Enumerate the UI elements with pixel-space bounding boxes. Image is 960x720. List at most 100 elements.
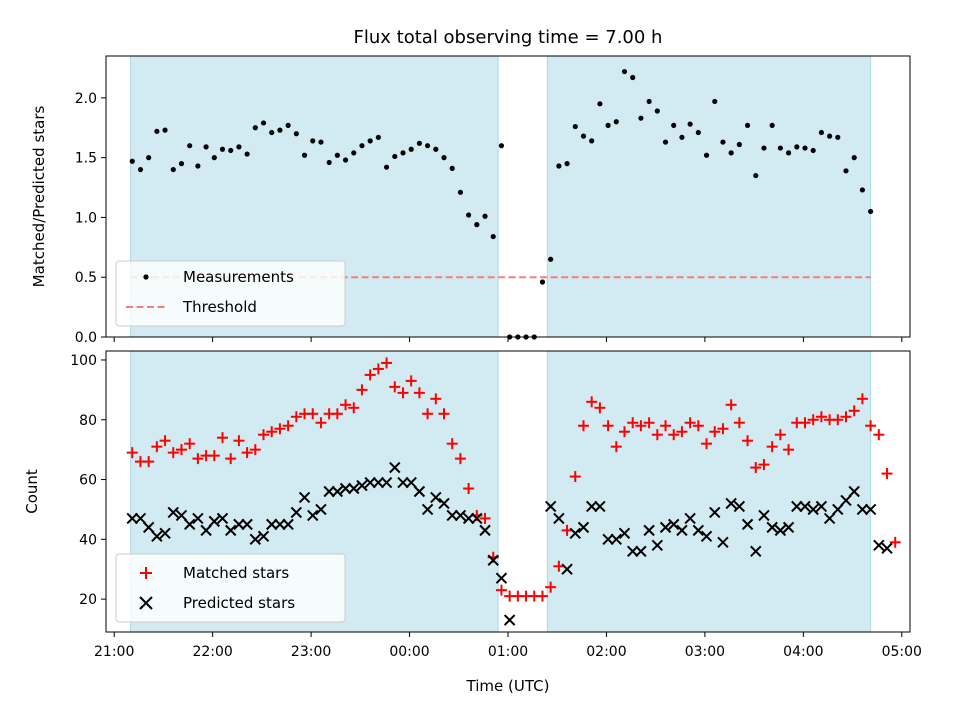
predicted-star-point — [348, 482, 360, 495]
predicted-star-b — [307, 509, 319, 522]
measurement-point — [482, 213, 488, 219]
predicted-star-b — [487, 554, 499, 566]
predicted-star-point — [438, 497, 450, 510]
measurement-point — [687, 121, 693, 127]
predicted-star-b — [651, 539, 664, 552]
matched-star-point — [602, 420, 614, 432]
predicted-star-point — [216, 512, 229, 525]
predicted-star-point — [471, 512, 483, 525]
predicted-star-point — [766, 521, 778, 534]
predicted-star-point — [151, 530, 163, 543]
predicted-star-b — [782, 521, 795, 534]
measurement-point — [178, 161, 185, 167]
matched-star-point — [405, 375, 417, 387]
matched-star-point — [266, 426, 278, 438]
predicted-star-b — [151, 530, 163, 543]
predicted-star-point — [282, 518, 294, 531]
predicted-star-b — [224, 524, 237, 537]
top-panel: 0.00.51.01.52.0 Matched/Predicted stars … — [30, 55, 911, 346]
measurement-point — [441, 155, 447, 161]
predicted-star-b — [659, 521, 672, 534]
predicted-star-point — [610, 533, 623, 546]
predicted-star-b — [356, 479, 368, 492]
measurement-point — [564, 161, 570, 167]
predicted-star-point — [651, 539, 664, 552]
predicted-star-b — [856, 503, 869, 516]
matched-star-point — [717, 423, 729, 435]
matched-star-point — [241, 447, 253, 459]
matched-star-point — [536, 590, 548, 602]
matched-star-point — [815, 411, 827, 423]
bottom-y-axis-ticks: 20 40 60 80 100 — [70, 353, 106, 608]
measurement-point — [260, 120, 267, 126]
matched-star-point — [594, 402, 606, 414]
measurement-point — [827, 133, 833, 139]
predicted-star-b — [167, 506, 179, 519]
bottom-y-tick-label: 60 — [79, 473, 97, 489]
predicted-star-b — [192, 512, 204, 525]
predicted-star-b — [700, 530, 713, 543]
measurement-point — [703, 152, 710, 158]
x-tick-label: 00:00 — [389, 644, 429, 660]
bottom-y-tick-label: 80 — [79, 413, 97, 429]
predicted-stars-legend-marker — [139, 596, 153, 610]
measurement-point — [613, 119, 619, 125]
predicted-star-b — [676, 524, 688, 537]
matched-star-point — [258, 429, 270, 441]
matched-star-point — [660, 420, 672, 432]
matched-star-point — [848, 405, 860, 417]
measurement-point — [662, 139, 669, 145]
matched-star-point — [479, 512, 491, 524]
predicted-star-point — [479, 524, 491, 537]
predicted-star-b — [635, 545, 647, 557]
predicted-star-point — [323, 485, 335, 498]
x-tick-label: 23:00 — [291, 644, 331, 660]
matched-star-point — [774, 429, 786, 441]
top-y-tick-label: 1.0 — [75, 210, 97, 226]
measurement-point — [211, 155, 217, 161]
measurement-point — [351, 150, 357, 156]
predicted-star-b — [257, 530, 270, 543]
predicted-star-point — [192, 512, 204, 525]
predicted-star-point — [462, 512, 475, 525]
predicted-star-b — [331, 485, 344, 498]
predicted-star-point — [618, 527, 631, 540]
measurement-point — [400, 150, 406, 156]
matched-star-point — [282, 420, 294, 432]
bottom-y-tick-label: 100 — [70, 353, 97, 369]
matched-star-point — [364, 369, 376, 381]
measurement-point — [490, 233, 496, 240]
x-tick-label: 02:00 — [586, 644, 626, 660]
measurement-point — [728, 150, 734, 156]
threshold-legend-label: Threshold — [182, 298, 257, 316]
matched-star-point — [651, 429, 663, 441]
predicted-star-point — [659, 521, 672, 534]
matched-star-point — [553, 560, 565, 572]
matched-star-point — [233, 435, 245, 447]
predicted-star-b — [873, 539, 885, 552]
matched-star-point — [151, 441, 163, 453]
measurement-point — [457, 189, 464, 195]
measurement-point — [851, 155, 857, 161]
matched-star-point — [586, 396, 598, 408]
matched-star-point — [577, 420, 589, 432]
predicted-star-b — [241, 518, 253, 531]
matched-star-point — [865, 420, 877, 432]
predicted-star-b — [684, 512, 696, 525]
measurement-point — [597, 101, 603, 107]
predicted-star-b — [208, 515, 221, 528]
predicted-star-point — [717, 536, 729, 549]
top-y-tick-label: 1.5 — [75, 151, 97, 167]
measurement-point — [720, 139, 726, 145]
predicted-star-point — [315, 503, 327, 516]
predicted-star-point — [495, 572, 508, 584]
measurement-point — [818, 129, 824, 136]
predicted-star-point — [823, 512, 836, 525]
predicted-star-b — [717, 536, 729, 549]
predicted-star-b — [405, 476, 417, 489]
measurement-point — [203, 144, 209, 150]
measurement-point — [318, 139, 324, 145]
measurement-point — [342, 157, 349, 163]
measurement-point — [449, 165, 455, 171]
matched-star-point — [290, 411, 302, 423]
